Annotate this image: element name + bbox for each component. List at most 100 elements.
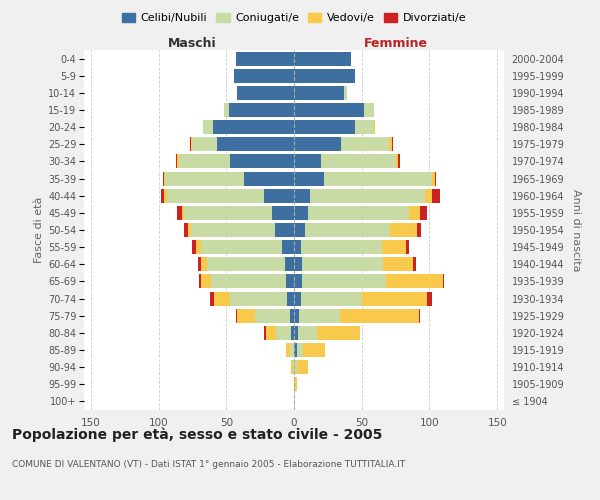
Bar bbox=[425, 188, 432, 202]
Bar bbox=[443, 274, 445, 288]
Bar bbox=[302, 258, 383, 272]
Bar bbox=[196, 240, 200, 254]
Bar bbox=[427, 292, 432, 306]
Text: Maschi: Maschi bbox=[168, 37, 217, 50]
Y-axis label: Anni di nascita: Anni di nascita bbox=[571, 188, 581, 271]
Bar bbox=[355, 120, 374, 134]
Legend: Celibi/Nubili, Coniugati/e, Vedovi/e, Divorziati/e: Celibi/Nubili, Coniugati/e, Vedovi/e, Di… bbox=[118, 8, 470, 28]
Bar bbox=[398, 154, 400, 168]
Bar bbox=[230, 154, 294, 168]
Bar bbox=[237, 86, 294, 100]
Bar bbox=[294, 274, 302, 288]
Bar bbox=[184, 223, 188, 237]
Bar bbox=[294, 206, 308, 220]
Bar bbox=[291, 326, 294, 340]
Bar bbox=[182, 206, 184, 220]
Bar bbox=[286, 274, 294, 288]
Bar bbox=[294, 240, 301, 254]
Bar bbox=[294, 326, 298, 340]
Bar bbox=[392, 138, 393, 151]
Bar bbox=[297, 343, 304, 357]
Bar bbox=[420, 206, 427, 220]
Bar bbox=[282, 240, 294, 254]
Bar bbox=[294, 52, 351, 66]
Bar bbox=[217, 138, 294, 151]
Bar bbox=[406, 240, 409, 254]
Y-axis label: Fasce di età: Fasce di età bbox=[34, 197, 44, 263]
Bar bbox=[255, 308, 290, 322]
Bar bbox=[383, 258, 413, 272]
Bar bbox=[266, 326, 277, 340]
Bar bbox=[264, 326, 266, 340]
Bar bbox=[294, 86, 344, 100]
Bar bbox=[432, 188, 440, 202]
Bar bbox=[302, 274, 386, 288]
Bar bbox=[294, 308, 299, 322]
Text: COMUNE DI VALENTANO (VT) - Dati ISTAT 1° gennaio 2005 - Elaborazione TUTTITALIA.: COMUNE DI VALENTANO (VT) - Dati ISTAT 1°… bbox=[12, 460, 405, 469]
Bar bbox=[294, 154, 321, 168]
Bar bbox=[294, 68, 355, 82]
Bar bbox=[435, 172, 436, 185]
Bar bbox=[178, 206, 182, 220]
Bar bbox=[297, 360, 308, 374]
Bar bbox=[237, 308, 255, 322]
Bar bbox=[374, 120, 375, 134]
Bar bbox=[389, 138, 392, 151]
Bar bbox=[432, 172, 435, 185]
Bar bbox=[294, 172, 324, 185]
Bar bbox=[364, 103, 374, 117]
Bar bbox=[294, 292, 301, 306]
Bar bbox=[341, 138, 389, 151]
Bar bbox=[188, 223, 191, 237]
Bar bbox=[164, 172, 165, 185]
Bar bbox=[200, 258, 207, 272]
Bar bbox=[293, 360, 294, 374]
Bar bbox=[294, 378, 297, 392]
Bar bbox=[304, 343, 325, 357]
Bar bbox=[211, 274, 286, 288]
Bar bbox=[244, 172, 294, 185]
Bar bbox=[163, 172, 164, 185]
Bar bbox=[210, 292, 214, 306]
Bar bbox=[284, 258, 294, 272]
Bar bbox=[362, 292, 427, 306]
Bar bbox=[390, 223, 417, 237]
Bar bbox=[294, 120, 355, 134]
Bar bbox=[200, 240, 282, 254]
Bar bbox=[305, 223, 390, 237]
Bar bbox=[277, 326, 291, 340]
Bar bbox=[317, 326, 361, 340]
Bar bbox=[301, 292, 362, 306]
Bar bbox=[199, 274, 200, 288]
Bar bbox=[179, 154, 230, 168]
Bar bbox=[294, 360, 297, 374]
Bar bbox=[299, 308, 340, 322]
Bar bbox=[386, 274, 443, 288]
Bar bbox=[200, 274, 211, 288]
Bar bbox=[191, 138, 193, 151]
Bar bbox=[308, 206, 409, 220]
Bar bbox=[193, 138, 217, 151]
Bar bbox=[294, 103, 364, 117]
Bar bbox=[417, 223, 421, 237]
Bar bbox=[294, 188, 310, 202]
Bar bbox=[298, 326, 317, 340]
Bar bbox=[214, 292, 230, 306]
Bar bbox=[294, 223, 305, 237]
Bar bbox=[164, 188, 167, 202]
Bar bbox=[190, 138, 191, 151]
Bar bbox=[419, 308, 420, 322]
Text: Popolazione per età, sesso e stato civile - 2005: Popolazione per età, sesso e stato civil… bbox=[12, 428, 382, 442]
Bar bbox=[294, 258, 302, 272]
Bar bbox=[191, 223, 275, 237]
Bar bbox=[286, 343, 290, 357]
Bar bbox=[301, 240, 382, 254]
Bar bbox=[213, 120, 294, 134]
Bar bbox=[290, 343, 294, 357]
Bar bbox=[409, 206, 420, 220]
Bar bbox=[287, 292, 294, 306]
Bar bbox=[413, 258, 416, 272]
Bar bbox=[184, 206, 272, 220]
Bar bbox=[235, 68, 294, 82]
Bar bbox=[229, 103, 294, 117]
